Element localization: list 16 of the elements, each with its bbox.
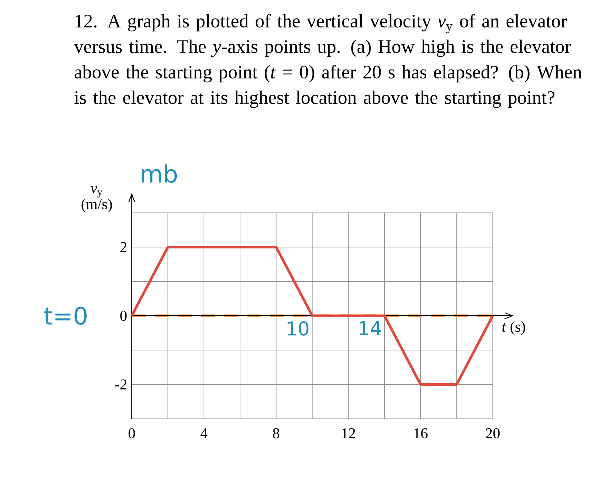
x-tick-label: 0 xyxy=(128,428,136,439)
x-tick-label: 8 xyxy=(273,428,280,439)
x-tick-label: 12 xyxy=(342,428,356,438)
x-tick-label: 16 xyxy=(414,428,428,439)
x-axis-title: t (s) xyxy=(502,322,526,336)
text: mb xyxy=(142,164,178,184)
y-axis-title: v$_{y}$ (m/s) xyxy=(82,186,112,213)
y-tick-label: 0 xyxy=(120,310,127,322)
annotation: 10 xyxy=(288,322,309,336)
chart-title: 12. A graph is plotted of the vertical velocity v$_{y}$ of an elevator versus time. The y-axis points up. (a) How high is the elevator above the starting point (t = 0) after 20 s has elapsed? (b) When is the elevator at its highest location above the starting point? xyxy=(74,14,582,108)
annotation: t=0 xyxy=(44,306,87,326)
x-tick-label: 20 xyxy=(486,428,500,439)
annotation: 14 xyxy=(360,322,382,336)
x-tick-label: 4 xyxy=(200,428,208,438)
y-tick-label: 2 xyxy=(120,242,127,252)
y-tick-label: -2 xyxy=(116,380,127,390)
